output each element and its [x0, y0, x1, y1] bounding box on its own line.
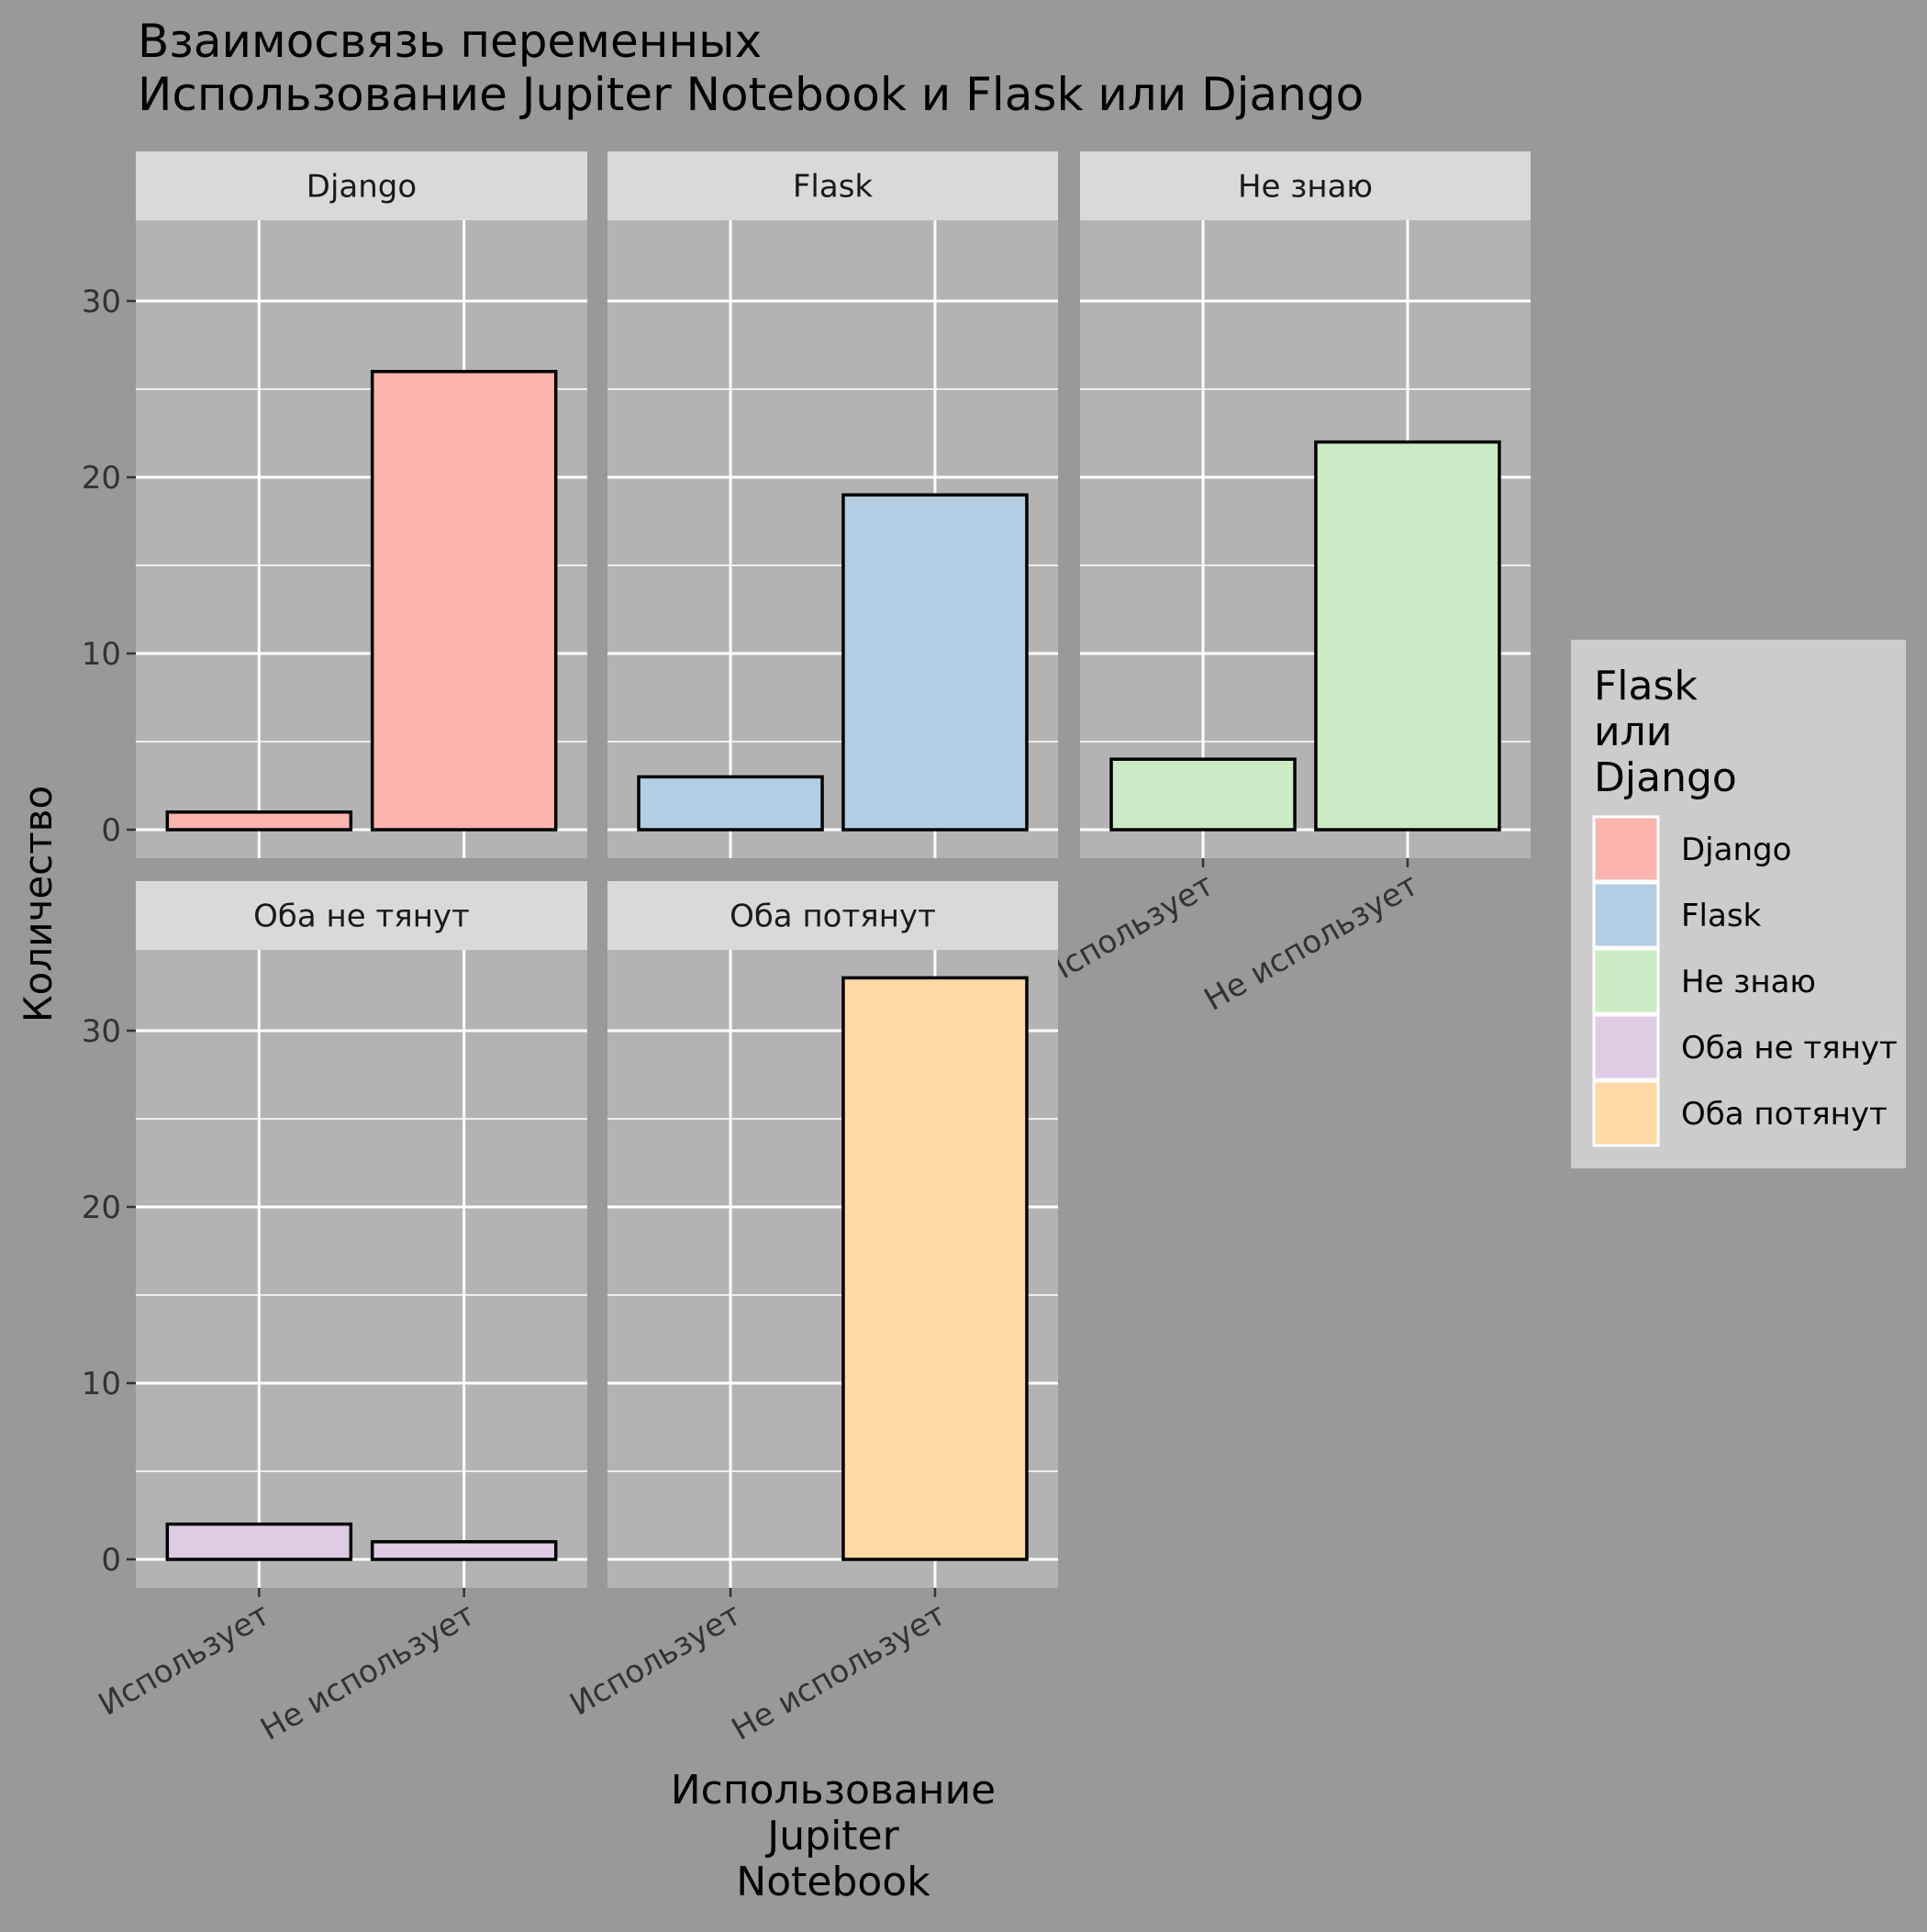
x-axis-label-line: Notebook: [736, 1859, 930, 1905]
bar: [1314, 440, 1501, 832]
x-tick-label: Не использует: [254, 1596, 481, 1748]
facet-strip-label: Оба потянут: [730, 899, 936, 935]
y-tick-label: 0: [101, 1542, 121, 1579]
chart-title-line: Использование Jupiter Notebook и Flask и…: [138, 68, 1364, 121]
facet-strip: [1080, 151, 1531, 220]
facet-strip-label: Django: [306, 169, 417, 206]
x-tick-label: Использует: [1037, 866, 1220, 994]
legend-swatch: [1592, 947, 1660, 1015]
facet-panel: Django 0 10 20 30: [82, 151, 587, 858]
y-tick-label: 0: [101, 812, 121, 849]
x-tick-label: Использует: [93, 1596, 276, 1724]
facet-strip: [607, 881, 1058, 950]
legend-item-label: Не знаю: [1681, 964, 1816, 1000]
bar: [637, 775, 824, 832]
facet-panel-background: [136, 950, 587, 1588]
x-tick-label: Не использует: [1198, 866, 1425, 1019]
facet-strip: [607, 151, 1058, 220]
legend-item-label: Django: [1681, 832, 1791, 868]
x-axis-label-line: Jupiter: [764, 1813, 899, 1859]
facet-strip-label: Не знаю: [1238, 169, 1373, 206]
bar: [841, 976, 1029, 1561]
y-tick-label: 20: [82, 460, 121, 497]
legend-item-label: Оба потянут: [1681, 1096, 1888, 1133]
x-axis-label-line: Использование: [671, 1767, 997, 1814]
bar: [841, 493, 1029, 832]
legend-title-line: Flask: [1594, 663, 1698, 709]
facet-panel: Flask: [607, 151, 1058, 858]
legend-swatch: [1592, 881, 1660, 949]
legend-title-line: или: [1594, 709, 1672, 755]
legend-item-label: Flask: [1681, 898, 1762, 934]
facet-strip-label: Оба не тянут: [253, 899, 470, 935]
bar: [165, 1522, 353, 1561]
bar: [1109, 757, 1297, 832]
facet-strip: [136, 881, 587, 950]
legend-swatch: [1592, 1013, 1660, 1081]
facet-strip-label: Flask: [793, 169, 874, 206]
x-tick-label: Использует: [564, 1596, 748, 1724]
y-tick-label: 10: [82, 636, 121, 673]
y-tick-label: 10: [82, 1366, 121, 1402]
y-tick-label: 20: [82, 1189, 121, 1226]
chart-title-line: Взаимосвязь переменных: [138, 15, 762, 68]
legend-swatch: [1592, 815, 1660, 883]
x-tick-label: Не использует: [726, 1596, 952, 1748]
y-axis-label: Количество: [16, 786, 61, 1022]
bar: [370, 1540, 558, 1561]
legend-item-label: Оба не тянут: [1681, 1030, 1898, 1067]
legend-title-line: Django: [1594, 754, 1737, 801]
facet-strip: [136, 151, 587, 220]
bar: [165, 810, 353, 832]
bar: [370, 370, 558, 832]
legend-swatch: [1592, 1079, 1660, 1147]
y-tick-label: 30: [82, 1013, 121, 1050]
y-tick-label: 30: [82, 284, 121, 320]
